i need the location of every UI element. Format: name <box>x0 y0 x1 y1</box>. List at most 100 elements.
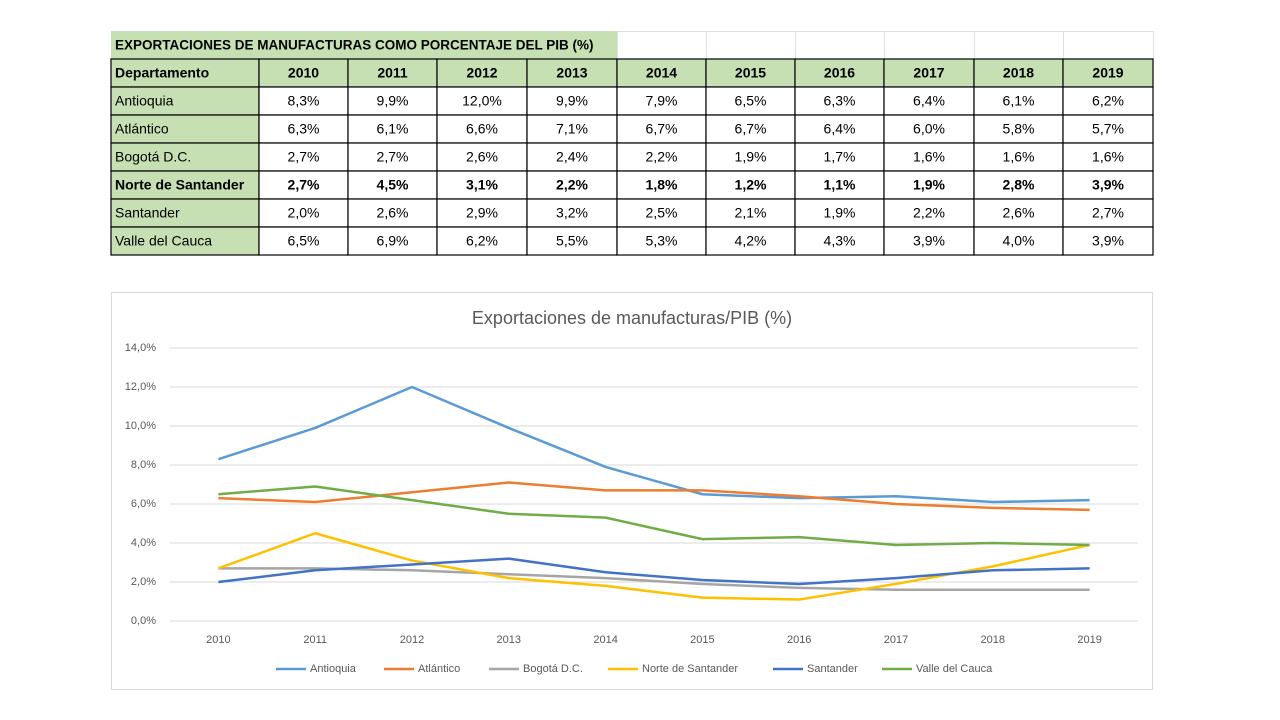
table-cell <box>1062 226 1154 256</box>
table-cell <box>1062 86 1154 116</box>
x-tick-label: 2013 <box>497 634 521 646</box>
table-cell <box>110 86 260 116</box>
table-value: 6,0% <box>913 121 945 137</box>
table-value: 2,4% <box>556 149 588 165</box>
table-value: 5,8% <box>1003 121 1035 137</box>
table-cell <box>883 86 975 116</box>
chart-title: Exportaciones de manufacturas/PIB (%) <box>472 308 792 328</box>
table-cell <box>110 58 260 88</box>
table-value: 6,4% <box>824 121 856 137</box>
table-value: 2,7% <box>1092 205 1124 221</box>
empty-cell <box>617 31 707 60</box>
table-value: 1,6% <box>1003 149 1035 165</box>
x-tick-label: 2017 <box>884 634 908 646</box>
table-value: 6,3% <box>824 93 856 109</box>
table-cell <box>883 170 975 200</box>
table-cell <box>883 58 975 88</box>
y-tick-label: 8,0% <box>131 459 156 471</box>
empty-cell <box>795 31 885 60</box>
table-cell <box>258 226 349 256</box>
table-cell <box>258 86 349 116</box>
table-value: 2,1% <box>735 205 767 221</box>
table-value: Valle del Cauca <box>115 233 212 249</box>
empty-cell <box>706 31 796 60</box>
table-cell <box>436 198 528 228</box>
table-cell <box>258 58 349 88</box>
x-tick-label: 2014 <box>593 634 617 646</box>
table-value: 4,5% <box>377 177 409 193</box>
table-cell <box>705 170 796 200</box>
table-value: Bogotá D.C. <box>115 149 191 165</box>
empty-cell <box>1063 31 1154 60</box>
table-value: 1,9% <box>913 177 945 193</box>
table-value: 6,2% <box>466 233 498 249</box>
table-value: 1,9% <box>824 205 856 221</box>
table-header: 2017 <box>913 65 944 81</box>
table-cell <box>705 142 796 172</box>
table-cell <box>973 170 1064 200</box>
table-value: 6,2% <box>1092 93 1124 109</box>
x-tick-label: 2011 <box>303 634 327 646</box>
table-cell <box>973 142 1064 172</box>
y-tick-label: 6,0% <box>131 498 156 510</box>
table-cell <box>526 142 618 172</box>
table-value: 1,6% <box>913 149 945 165</box>
legend-label: Valle del Cauca <box>916 663 993 675</box>
table-value: 1,2% <box>735 177 767 193</box>
table-header: 2010 <box>288 65 319 81</box>
table-cell <box>347 170 438 200</box>
table-value: 6,6% <box>466 121 498 137</box>
table-value: 6,7% <box>646 121 678 137</box>
table-cell <box>794 58 885 88</box>
table-value: 2,9% <box>466 205 498 221</box>
table-value: 2,7% <box>288 149 320 165</box>
table-header: Departamento <box>115 65 209 81</box>
table-value: 4,3% <box>824 233 856 249</box>
table-value: 9,9% <box>556 93 588 109</box>
table-cell <box>436 170 528 200</box>
table-value: 3,2% <box>556 205 588 221</box>
table-value: 6,1% <box>377 121 409 137</box>
table-header: 2016 <box>824 65 855 81</box>
table-cell <box>347 86 438 116</box>
line-series <box>218 485 1090 547</box>
x-tick-label: 2012 <box>400 634 424 646</box>
table-header: 2011 <box>377 65 408 81</box>
table-cell <box>526 86 618 116</box>
x-tick-label: 2019 <box>1077 634 1101 646</box>
table-value: 2,2% <box>913 205 945 221</box>
table-value: 2,5% <box>646 205 678 221</box>
table-cell <box>616 198 707 228</box>
line-series <box>218 385 1090 504</box>
table-value: 2,0% <box>288 205 320 221</box>
legend-label: Antioquia <box>310 663 357 675</box>
table-value: 5,7% <box>1092 121 1124 137</box>
table-cell <box>616 114 707 144</box>
table-value: 6,3% <box>288 121 320 137</box>
legend-label: Bogotá D.C. <box>523 663 583 675</box>
table-header: 2013 <box>556 65 587 81</box>
y-tick-label: 0,0% <box>131 615 156 627</box>
table-cell <box>1062 170 1154 200</box>
empty-cell <box>884 31 975 60</box>
table-cell <box>436 142 528 172</box>
line-series <box>218 557 1090 586</box>
table-title: EXPORTACIONES DE MANUFACTURAS COMO PORCE… <box>115 38 594 53</box>
table-cell <box>616 86 707 116</box>
table-header: 2018 <box>1003 65 1034 81</box>
table-value: 1,7% <box>824 149 856 165</box>
table-value: 8,3% <box>288 93 320 109</box>
table-cell <box>1062 142 1154 172</box>
table-cell <box>705 114 796 144</box>
y-tick-label: 2,0% <box>131 576 156 588</box>
table-cell <box>1062 114 1154 144</box>
table-value: 7,1% <box>556 121 588 137</box>
table-value: 3,9% <box>1092 177 1124 193</box>
y-tick-label: 12,0% <box>125 381 156 393</box>
table-cell <box>794 198 885 228</box>
table-cell <box>705 58 796 88</box>
title-cell <box>111 31 617 59</box>
table-value: 1,9% <box>735 149 767 165</box>
line-series <box>218 567 1090 592</box>
table-cell <box>347 114 438 144</box>
